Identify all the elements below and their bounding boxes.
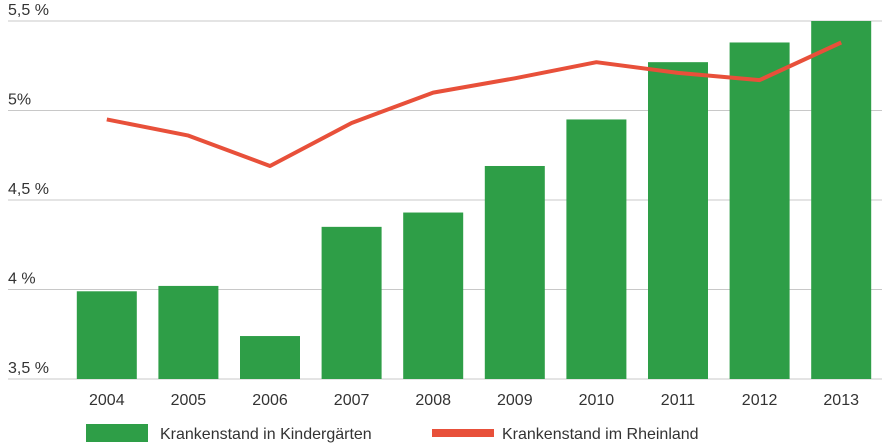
legend-label-kindergaerten: Krankenstand in Kindergärten: [160, 426, 372, 443]
y-tick-label: 5%: [8, 92, 31, 109]
bar-2006: [240, 336, 300, 379]
bar-2009: [484, 165, 545, 379]
y-tick-label: 4,5 %: [8, 181, 49, 198]
y-axis-ticks: 3,5 % 4 % 4,5 % 5% 5,5 %: [8, 2, 49, 377]
x-tick-label: 2008: [415, 392, 451, 409]
y-tick-label: 5,5 %: [8, 2, 49, 19]
line-rheinland: [106, 40, 843, 168]
bar-2011: [648, 62, 708, 380]
x-tick-label: 2010: [579, 392, 615, 409]
bar-2007: [321, 226, 382, 379]
legend: Krankenstand in Kindergärten Krankenstand…: [86, 424, 699, 443]
x-tick-label: 2011: [661, 392, 696, 409]
bar-2004: [76, 291, 137, 379]
bar-series: [76, 21, 872, 380]
legend-swatch-kindergaerten: [86, 424, 148, 442]
legend-label-rheinland: Krankenstand im Rheinland: [502, 426, 699, 443]
y-tick-label: 3,5 %: [8, 360, 49, 377]
bar-2008: [403, 212, 464, 379]
x-axis-ticks: 2004 2005 2006 2007 2008 2009 2010 2011 2012 2013: [89, 392, 859, 409]
x-tick-label: 2007: [334, 392, 370, 409]
x-tick-label: 2006: [252, 392, 288, 409]
x-tick-label: 2009: [497, 392, 533, 409]
bar-2013: [811, 21, 872, 379]
bar-2012: [729, 42, 790, 379]
x-tick-label: 2005: [171, 392, 207, 409]
x-tick-label: 2013: [823, 392, 859, 409]
bar-2005: [158, 285, 219, 379]
legend-swatch-rheinland: [432, 429, 494, 437]
y-tick-label: 4 %: [8, 271, 36, 288]
bar-2010: [566, 119, 627, 379]
x-tick-label: 2004: [89, 392, 125, 409]
line-series: [106, 40, 843, 168]
x-tick-label: 2012: [742, 392, 778, 409]
